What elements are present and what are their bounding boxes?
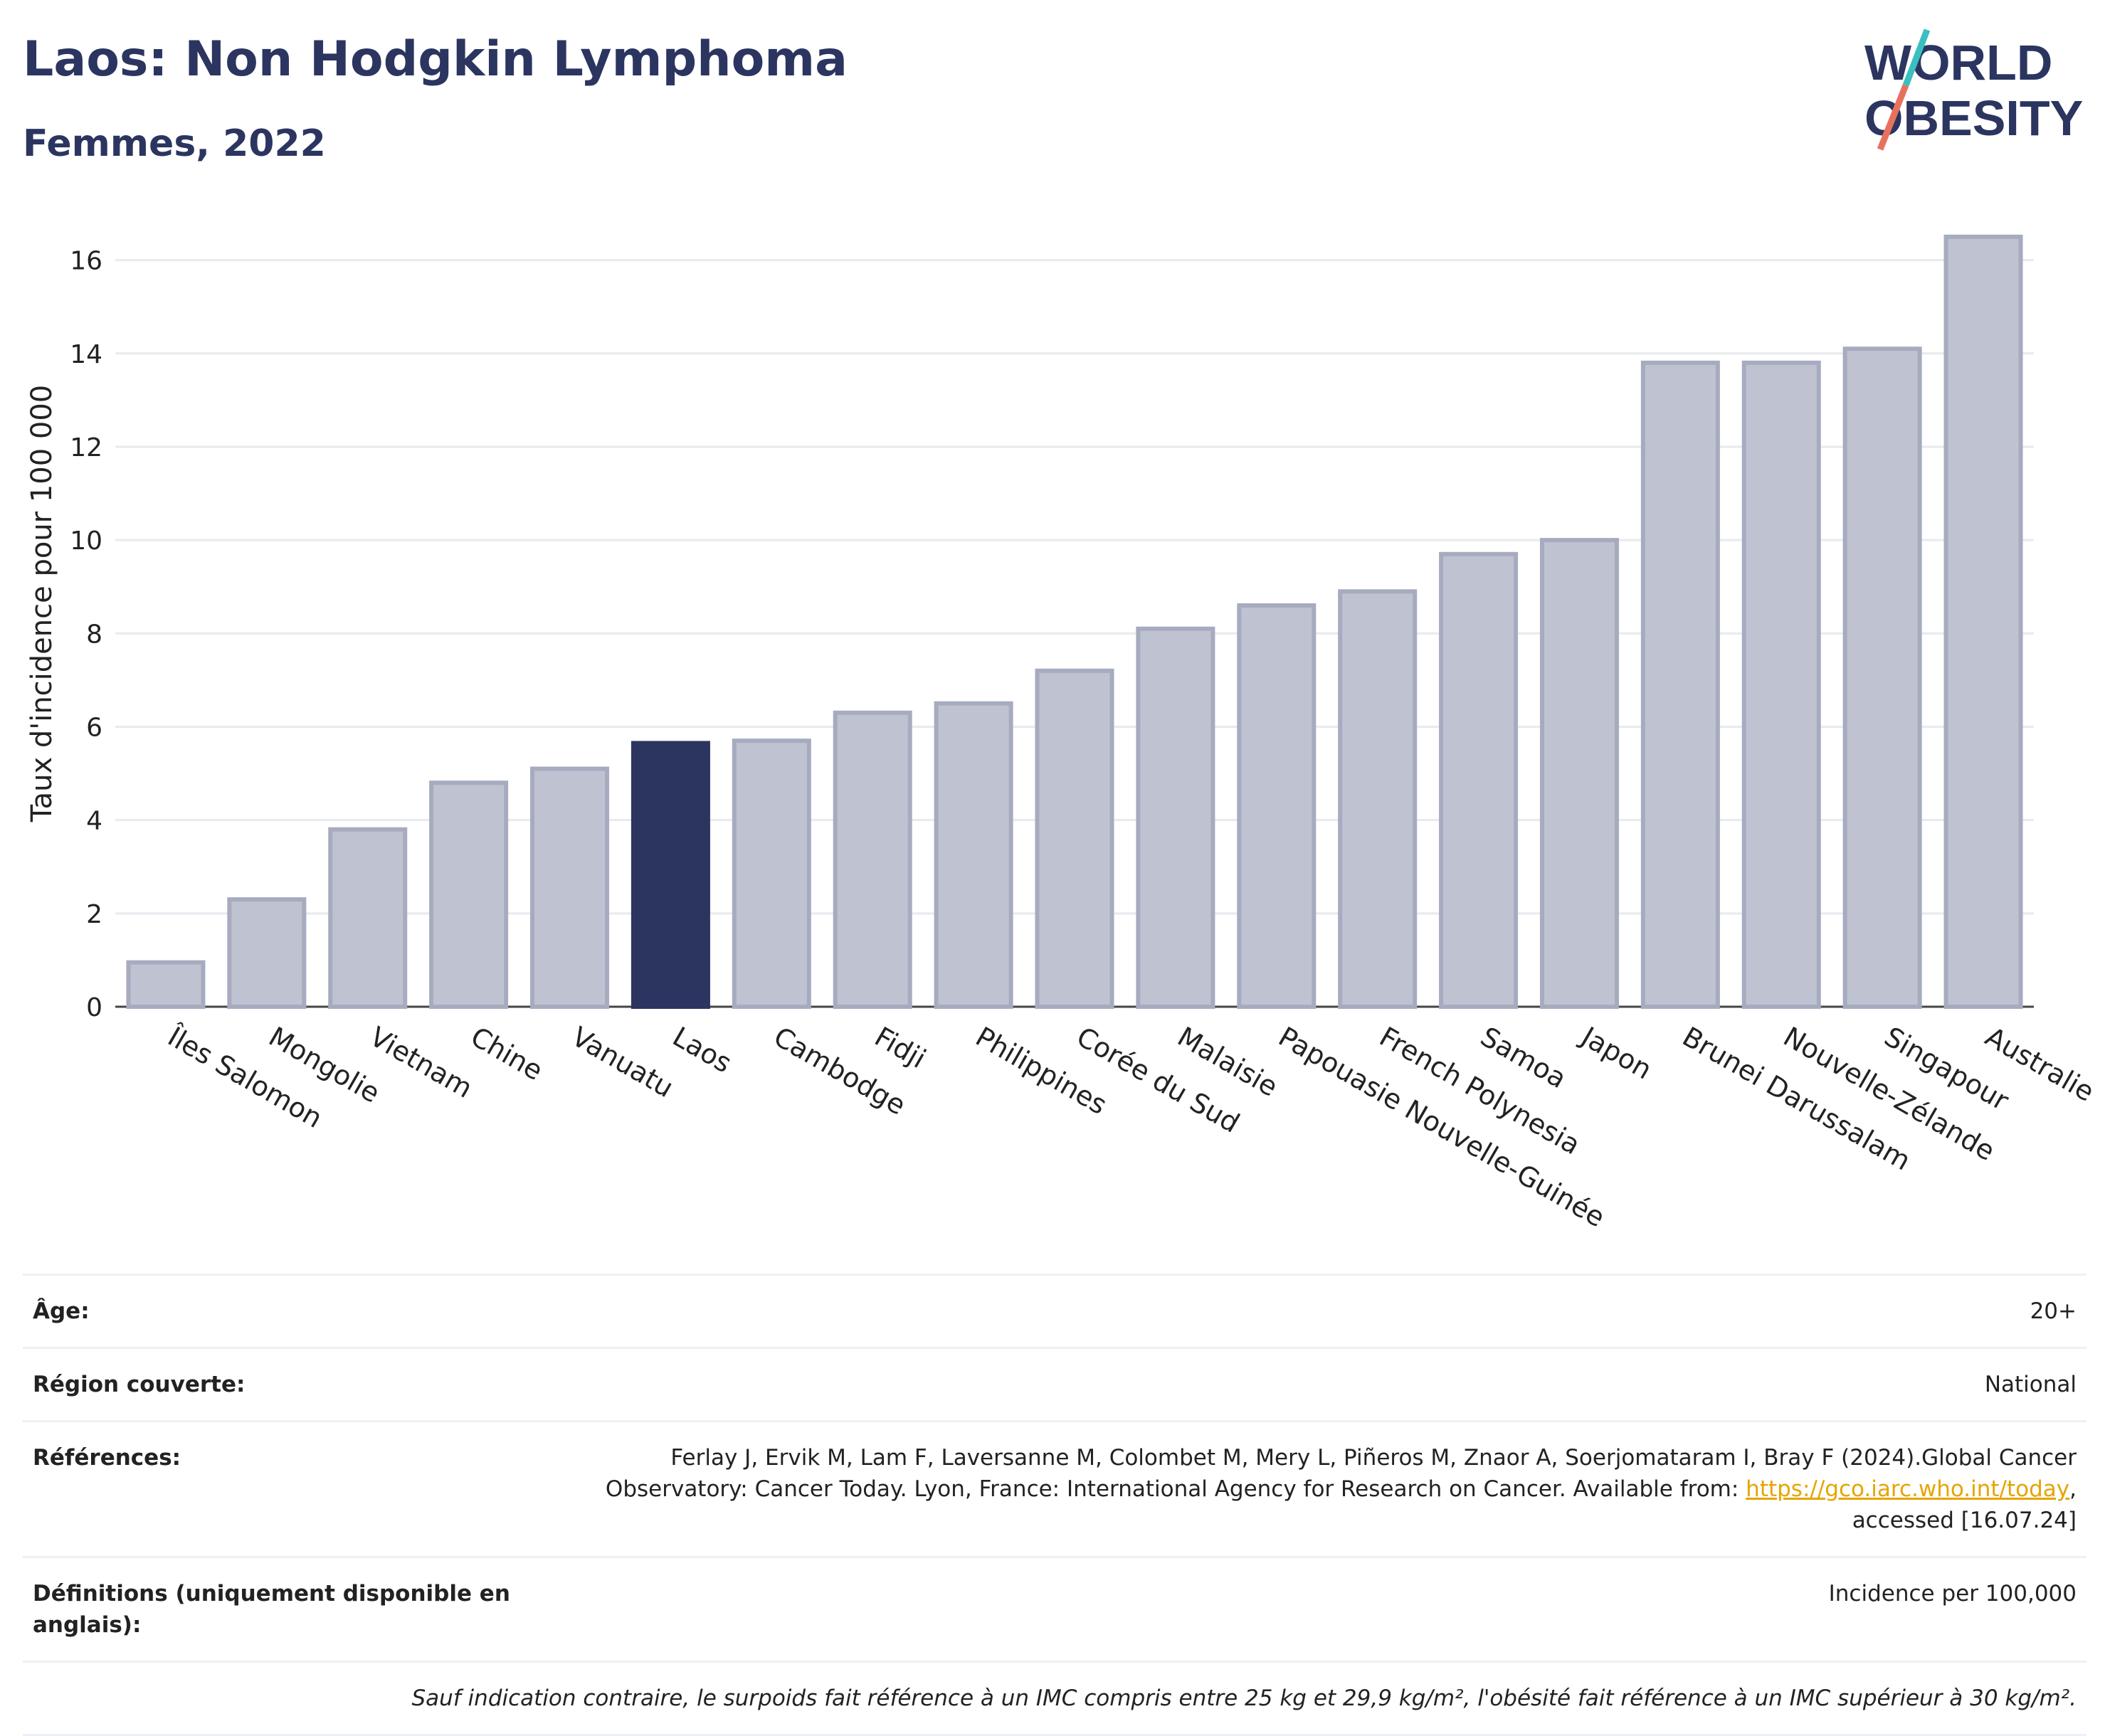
meta-row-region: Région couverte: National [23,1347,2086,1420]
x-tick-label: Fidji [870,1021,932,1075]
meta-defs-label: Définitions (uniquement disponible en an… [33,1581,510,1638]
meta-footnote: Sauf indication contraire, le surpoids f… [411,1685,2077,1711]
bar-4 [530,766,610,1009]
bar-5 [631,741,710,1010]
bar-3 [429,780,509,1010]
refs-text: Ferlay J, Ervik M, Lam F, Laversanne M, … [605,1445,2077,1502]
bar-15 [1640,360,1720,1010]
x-tick-label: Japon [1575,1020,1657,1086]
page-title: Laos: Non Hodgkin Lymphoma [23,31,848,88]
y-tick-label: 6 [86,713,102,742]
bar-18 [1943,234,2023,1010]
logo-slash-teal [1902,28,1931,87]
y-tick-label: 14 [70,340,102,369]
bar-17 [1842,346,1922,1009]
refs-text-end: , accessed [16.07.24] [1852,1476,2077,1533]
y-axis-label: Taux d'incidence pour 100 000 [26,385,58,822]
logo-text-world: WORLD [1864,35,2052,90]
meta-row-references: Références: Ferlay J, Ervik M, Lam F, La… [23,1420,2086,1556]
world-obesity-logo: WORLD OBESITY [1864,28,2083,151]
bar-8 [934,701,1013,1009]
y-tick-label: 0 [86,993,102,1022]
bars [126,234,2023,1010]
meta-age-value: 20+ [2030,1298,2077,1324]
bar-2 [328,827,408,1009]
bar-13 [1439,551,1519,1009]
y-tick-label: 10 [70,526,102,556]
meta-row-age: Âge: 20+ [23,1274,2086,1347]
y-tick-label: 2 [86,900,102,929]
meta-region-label: Région couverte: [33,1372,246,1397]
y-tick-label: 12 [70,433,102,462]
bar-0 [126,960,206,1009]
metadata-table: Âge: 20+ Région couverte: National Référ… [23,1274,2086,1736]
bar-10 [1136,626,1215,1009]
y-tick-labels: 0 2 4 6 8 10 12 14 16 [70,247,102,1022]
bar-6 [732,739,811,1010]
meta-region-value: National [1984,1372,2077,1397]
bar-9 [1035,668,1114,1009]
refs-link[interactable]: https://gco.iarc.who.int/today [1746,1476,2070,1502]
x-tick-label: Vietnam [364,1021,478,1104]
x-tick-label: Vanuatu [566,1021,679,1103]
meta-row-footnote: Sauf indication contraire, le surpoids f… [23,1661,2086,1736]
bar-chart: 0 2 4 6 8 10 12 14 16 Îles SalomonMongolieVietna… [26,234,2100,1234]
bar-1 [227,897,307,1010]
meta-row-definitions: Définitions (uniquement disponible en an… [23,1556,2086,1661]
meta-refs-label: Références: [33,1445,181,1471]
page-subtitle: Femmes, 2022 [23,122,326,165]
bar-7 [833,710,912,1009]
y-tick-label: 8 [86,620,102,649]
bar-12 [1338,589,1418,1009]
x-tick-label: Laos [668,1021,737,1079]
meta-age-label: Âge: [33,1298,90,1324]
y-tick-label: 4 [86,807,102,836]
bar-11 [1237,603,1317,1009]
bar-16 [1741,360,1821,1010]
meta-refs-value: Ferlay J, Ervik M, Lam F, Laversanne M, … [582,1442,2077,1536]
meta-defs-value: Incidence per 100,000 [1828,1581,2077,1607]
logo-slash-coral [1877,84,1909,151]
y-tick-label: 16 [70,247,102,276]
bar-14 [1539,538,1619,1009]
